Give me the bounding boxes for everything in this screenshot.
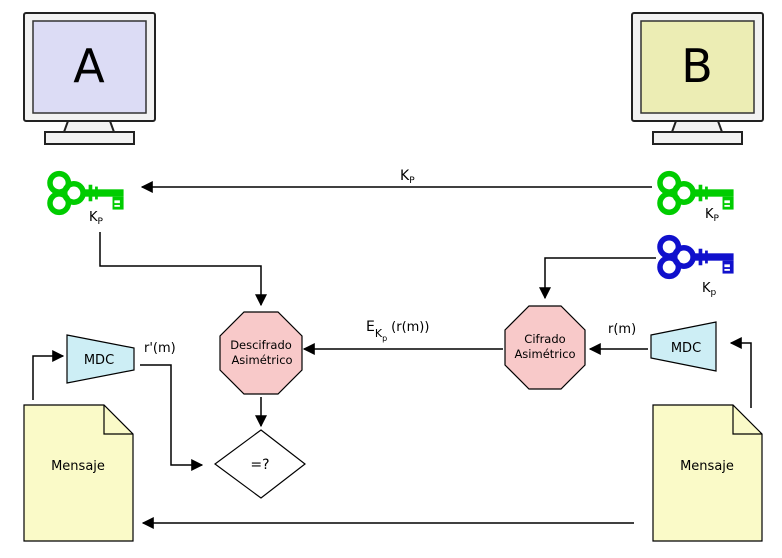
message-left-label: Mensaje bbox=[51, 459, 105, 474]
decrypt-block: Descifrado Asimétrico bbox=[219, 311, 303, 395]
monitor-a-screen bbox=[32, 20, 147, 114]
key-a-label: KP bbox=[89, 210, 104, 227]
message-document-left: Mensaje bbox=[23, 404, 134, 542]
key-b-public-label: KP bbox=[705, 207, 720, 224]
monitor-a-neck bbox=[62, 120, 116, 133]
decrypt-line2: Asimétrico bbox=[231, 353, 292, 367]
key-to-decrypt-arrow bbox=[99, 232, 267, 307]
mdc-right-block: MDC bbox=[650, 321, 717, 372]
compare-label: =? bbox=[250, 457, 269, 473]
encrypt-line1: Cifrado bbox=[524, 332, 565, 346]
ciphertext-label: EKp(r(m)) bbox=[366, 319, 429, 343]
monitor-b-neck bbox=[670, 120, 724, 133]
mdc-left-block: MDC bbox=[66, 334, 135, 384]
message-right-label: Mensaje bbox=[680, 459, 734, 474]
computer-b: B bbox=[631, 12, 764, 145]
encrypt-line2: Asimétrico bbox=[514, 347, 575, 361]
monitor-b-screen bbox=[640, 20, 755, 114]
public-key-arrow-label: KP bbox=[400, 168, 415, 186]
public-key-icon-b bbox=[660, 174, 734, 213]
mdc-left-label: MDC bbox=[84, 353, 114, 368]
decrypt-line1: Descifrado bbox=[230, 338, 292, 352]
key-b-private-label: Kp bbox=[702, 281, 717, 298]
computer-a: A bbox=[23, 12, 156, 145]
mdc-right-label: MDC bbox=[671, 341, 701, 356]
hash-to-compare-arrow bbox=[140, 364, 204, 471]
key-to-encrypt-arrow bbox=[539, 257, 656, 300]
message-document-right: Mensaje bbox=[652, 404, 763, 542]
rm-label: r(m) bbox=[608, 322, 636, 337]
monitor-a-base bbox=[44, 131, 135, 145]
doc-to-mdc-left-arrow bbox=[32, 350, 65, 400]
computer-a-label: A bbox=[73, 39, 105, 93]
private-key-icon-b bbox=[660, 238, 734, 277]
rprime-label: r'(m) bbox=[144, 341, 176, 356]
computer-b-label: B bbox=[681, 39, 713, 93]
compare-block: =? bbox=[213, 429, 306, 499]
doc-to-mdc-right-arrow bbox=[729, 337, 752, 408]
public-key-icon-a bbox=[50, 174, 124, 213]
encrypt-block: Cifrado Asimétrico bbox=[504, 305, 586, 390]
monitor-b-base bbox=[652, 131, 743, 145]
